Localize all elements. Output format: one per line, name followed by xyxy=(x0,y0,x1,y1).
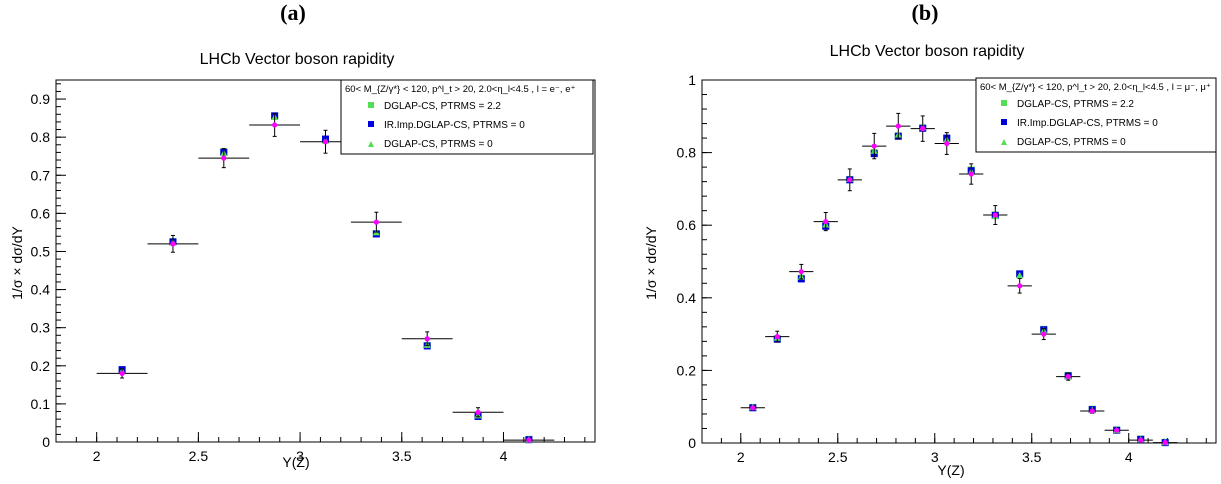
legend-marker-dglap-22 xyxy=(1001,100,1007,106)
y-tick-label: 0.9 xyxy=(31,91,51,107)
y-tick-label: 0.6 xyxy=(31,205,51,221)
y-tick-label: 0 xyxy=(688,435,696,451)
plot-frame xyxy=(701,79,1217,444)
y-axis-title: 1/σ × dσ/dY xyxy=(9,225,25,299)
legend-entry: DGLAP-CS, PTRMS = 2.2 xyxy=(384,101,501,112)
y-tick-label: 0.3 xyxy=(31,320,51,336)
x-tick-label: 2.5 xyxy=(189,448,209,464)
chart-title: LHCb Vector boson rapidity xyxy=(830,43,1025,60)
data-point xyxy=(992,212,998,218)
legend-entry: DGLAP-CS, PTRMS = 2.2 xyxy=(1017,99,1134,110)
data-point xyxy=(272,122,278,128)
legend-entry: IR.Imp.DGLAP-CS, PTRMS = 0 xyxy=(384,120,525,131)
chart-panel-a: (a) LHCb Vector boson rapidity 1/σ × dσ/… xyxy=(9,0,596,470)
legend-marker-dglap-0 xyxy=(1001,139,1007,145)
y-tick-label: 0.4 xyxy=(31,282,51,298)
plot-area: 2 2.5 3 3.5 4 0 0.2 0.4 0.6 0.8 1 xyxy=(677,72,1217,465)
chart-title: LHCb Vector boson rapidity xyxy=(200,51,395,68)
data-point xyxy=(1138,437,1144,443)
y-tick-label: 0.2 xyxy=(31,358,51,374)
x-axis-label: Y(Z) xyxy=(282,454,309,470)
y-tick-label: 0.4 xyxy=(677,290,697,306)
data-point xyxy=(170,241,176,247)
data-point xyxy=(944,140,950,147)
y-tick-label: 0.1 xyxy=(31,396,51,412)
y-tick-label: 0.7 xyxy=(31,167,51,183)
x-axis-label: Y(Z) xyxy=(937,462,964,478)
series-point xyxy=(1016,271,1024,279)
data-point xyxy=(823,218,829,225)
legend-header: 60< M_{Z/γ*} < 120, p^l_t > 20, 2.0<η_l<… xyxy=(980,82,1211,93)
legend-entry: DGLAP-CS, PTRMS = 0 xyxy=(384,139,493,150)
data-point xyxy=(526,437,532,443)
y-tick-label: 0 xyxy=(42,434,50,450)
data-point xyxy=(895,123,901,129)
data-point xyxy=(1089,408,1095,414)
legend-marker-dglap-0 xyxy=(368,141,374,147)
data-point xyxy=(119,370,125,377)
panel-label: (a) xyxy=(280,0,306,25)
y-tick-label: 0.2 xyxy=(677,362,697,378)
data-point xyxy=(373,219,379,225)
data-point xyxy=(920,126,926,132)
y-axis-label: 1/σ × dσ/dY xyxy=(643,225,659,299)
y-tick-label: 1 xyxy=(688,72,696,88)
y-tick-label: 0.8 xyxy=(31,129,51,145)
legend: 60< M_{Z/γ*} < 120, p^l_t > 20, 2.0<η_l<… xyxy=(340,79,594,155)
data-point xyxy=(798,269,804,275)
x-tick-label: 2 xyxy=(737,449,745,465)
data-point xyxy=(1041,331,1047,337)
data-point xyxy=(968,171,974,177)
x-tick-label: 4 xyxy=(500,448,508,464)
x-tick-label: 3 xyxy=(931,449,939,465)
plot-area: 2 2.5 3 3.5 4 0 0.1 0.2 0.3 0.4 0.5 0.6 0.7 0.8 0.9 xyxy=(31,79,596,464)
data-point xyxy=(871,143,877,149)
x-tick-label: 3.5 xyxy=(392,448,412,464)
data-point xyxy=(774,334,780,340)
legend-entry: IR.Imp.DGLAP-CS, PTRMS = 0 xyxy=(1017,118,1158,129)
y-axis-label: 1/σ × dσ/dY xyxy=(9,225,25,299)
legend-marker-ir-imp xyxy=(368,121,374,127)
plot-frame xyxy=(55,79,596,443)
x-tick-label: 4 xyxy=(1125,449,1133,465)
data-point xyxy=(1065,373,1071,380)
y-axis-title: 1/σ × dσ/dY xyxy=(643,225,659,299)
data-point xyxy=(322,139,329,145)
data-point xyxy=(847,177,853,183)
data-point xyxy=(424,336,430,342)
chart-panel-b: (b) LHCb Vector boson rapidity 1/σ × dσ/… xyxy=(643,0,1217,478)
data-point xyxy=(475,409,481,415)
x-tick-label: 2 xyxy=(93,448,101,464)
y-tick-label: 0.5 xyxy=(31,243,51,259)
panel-label: (b) xyxy=(912,0,939,25)
legend-entry: DGLAP-CS, PTRMS = 0 xyxy=(1017,137,1126,148)
legend: 60< M_{Z/γ*} < 120, p^l_t > 20, 2.0<η_l<… xyxy=(975,77,1217,153)
legend-marker-dglap-22 xyxy=(368,102,374,108)
x-tick-label: 3.5 xyxy=(1022,449,1042,465)
y-tick-label: 0.8 xyxy=(677,145,697,161)
data-point xyxy=(750,405,756,411)
data-point xyxy=(1162,440,1168,446)
x-tick-label: 2.5 xyxy=(828,449,848,465)
data-point xyxy=(1017,283,1023,289)
data-point xyxy=(221,155,227,161)
data-point xyxy=(1114,427,1120,433)
x-tick-label: 3 xyxy=(296,448,304,464)
y-tick-label: 0.6 xyxy=(677,217,697,233)
legend-header: 60< M_{Z/γ*} < 120, p^l_t > 20, 2.0<η_l<… xyxy=(345,84,576,95)
legend-marker-ir-imp xyxy=(1001,119,1007,125)
